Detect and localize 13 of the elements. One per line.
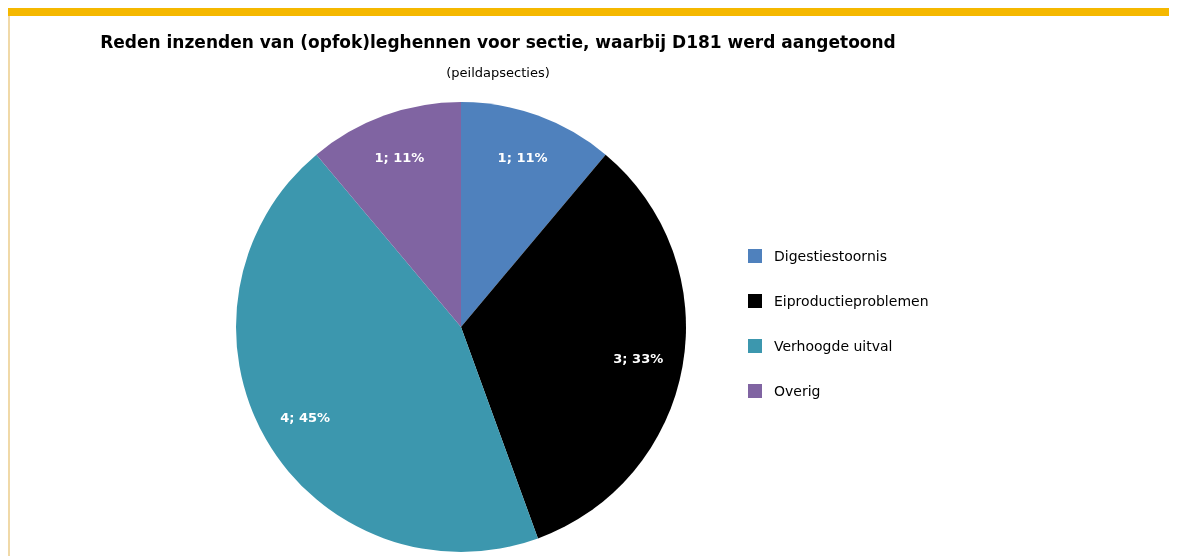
- legend-label: Overig: [774, 383, 821, 399]
- data-label: 1; 11%: [497, 150, 548, 166]
- legend-label: Verhoogde uitval: [774, 338, 893, 354]
- data-label: 3; 33%: [613, 350, 664, 366]
- data-label: 1; 11%: [374, 150, 425, 166]
- chart-subtitle: (peildapsecties): [445, 65, 551, 80]
- pie-slice: [461, 154, 686, 539]
- legend-label: Digestiestoornis: [774, 248, 887, 264]
- chart-title: Reden inzenden van (opfok)leghennen voor sectie, waarbij D181 werd aangetoond: [99, 32, 897, 52]
- pie-slice: [461, 102, 606, 327]
- data-label: 4; 45%: [280, 409, 331, 425]
- legend-label: Eiproductieproblemen: [774, 293, 929, 309]
- pie-slice: [316, 102, 461, 327]
